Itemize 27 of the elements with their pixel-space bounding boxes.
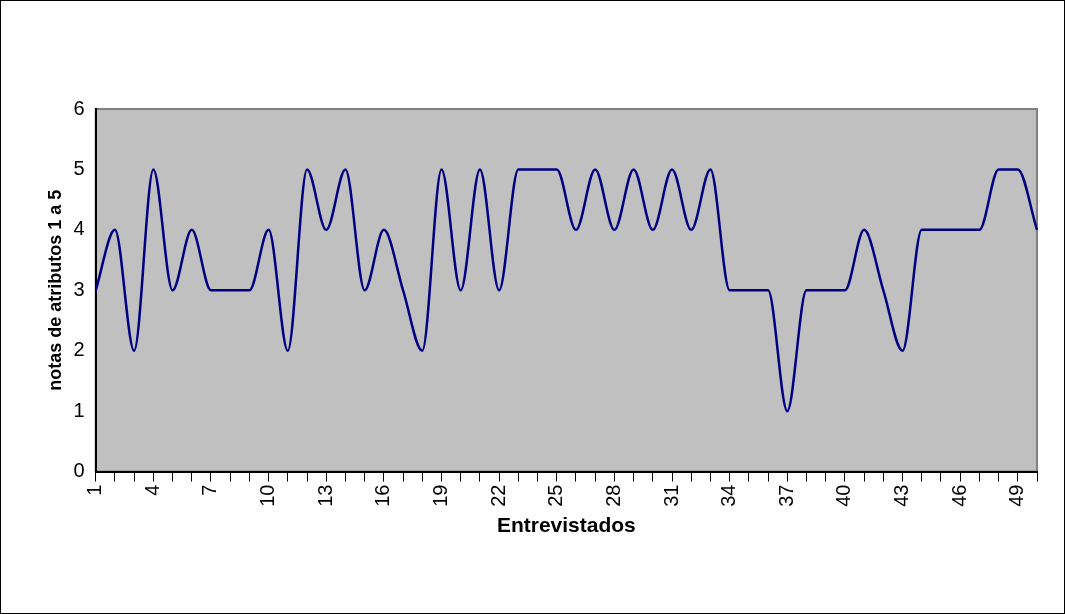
x-tick-label: 37	[774, 484, 797, 507]
x-tick-label: 43	[890, 484, 913, 507]
x-tick-label: 19	[429, 484, 452, 507]
y-tick-label: 5	[73, 156, 85, 179]
x-tick-label: 16	[371, 484, 394, 507]
x-tick-label: 4	[140, 484, 163, 496]
x-tick-label: 25	[544, 484, 567, 507]
x-tick-label: 40	[832, 484, 855, 507]
x-tick-label: 31	[659, 484, 682, 507]
y-tick-label: 0	[73, 459, 85, 482]
x-tick-label: 10	[256, 484, 279, 507]
x-tick-label: 46	[947, 484, 970, 507]
y-axis-title: notas de atributos 1 a 5	[44, 189, 65, 391]
y-tick-label: 4	[73, 217, 85, 240]
x-tick-label: 49	[1005, 484, 1028, 507]
y-tick-label: 3	[73, 277, 85, 300]
x-tick-label: 34	[717, 484, 740, 507]
y-tick-label: 6	[73, 96, 85, 119]
y-tick-label: 2	[73, 338, 85, 361]
y-tick-label: 1	[73, 398, 85, 421]
x-axis-title: Entrevistados	[496, 513, 636, 537]
x-tick-label: 28	[601, 484, 624, 507]
line-series	[94, 168, 1039, 413]
x-tick-label: 1	[83, 484, 106, 496]
x-tick-label: 7	[198, 484, 221, 496]
x-tick-label: 22	[486, 484, 509, 507]
x-tick-label: 13	[313, 484, 336, 507]
